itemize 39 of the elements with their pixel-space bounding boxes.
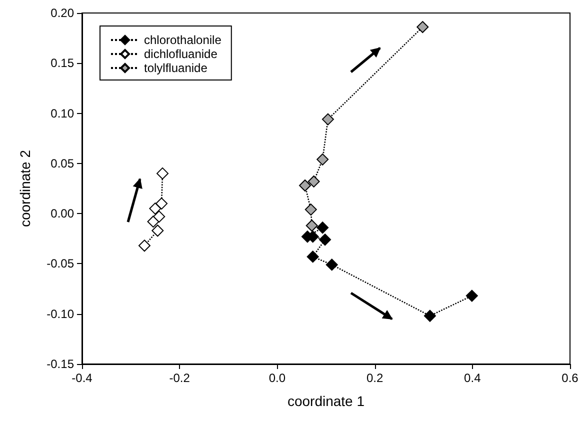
x-tick-label: 0.2	[366, 371, 384, 385]
point	[306, 220, 318, 232]
y-tick-label: 0.05	[50, 156, 74, 170]
point	[153, 210, 166, 223]
point	[156, 167, 169, 180]
x-tick-label: 0.0	[268, 371, 286, 385]
point	[308, 175, 320, 188]
point	[316, 153, 329, 166]
y-tick-label: -0.05	[46, 256, 74, 271]
y-tick-label: 0.10	[50, 106, 74, 120]
point	[424, 310, 436, 322]
x-tick-label: -0.4	[72, 371, 93, 385]
point	[299, 179, 312, 192]
point	[466, 290, 478, 302]
point	[326, 258, 338, 271]
y-tick-label: 0.00	[50, 206, 74, 221]
x-tick-label: 0.6	[562, 371, 579, 385]
y-axis-title: coordinate 2	[17, 150, 33, 228]
legend-label: tolylfluanide	[144, 61, 208, 75]
point	[304, 204, 317, 216]
point	[147, 216, 160, 228]
y-tick-label: -0.15	[46, 357, 74, 371]
x-tick-label: 0.4	[464, 371, 482, 385]
point	[316, 222, 329, 234]
x-tick-label: -0.2	[169, 371, 190, 385]
point	[149, 202, 162, 215]
point	[138, 240, 150, 252]
y-tick-label: -0.10	[46, 306, 74, 321]
y-tick-label: 0.20	[50, 6, 74, 20]
point	[306, 250, 319, 263]
point	[152, 224, 164, 237]
legend-label: dichlofluanide	[144, 47, 218, 61]
x-axis-title: coordinate 1	[287, 393, 365, 409]
y-tick-label: 0.15	[50, 56, 74, 70]
legend-label: chlorothalonile	[144, 33, 222, 47]
point	[156, 198, 168, 210]
point	[319, 234, 332, 246]
point	[416, 21, 429, 34]
point	[322, 113, 334, 126]
